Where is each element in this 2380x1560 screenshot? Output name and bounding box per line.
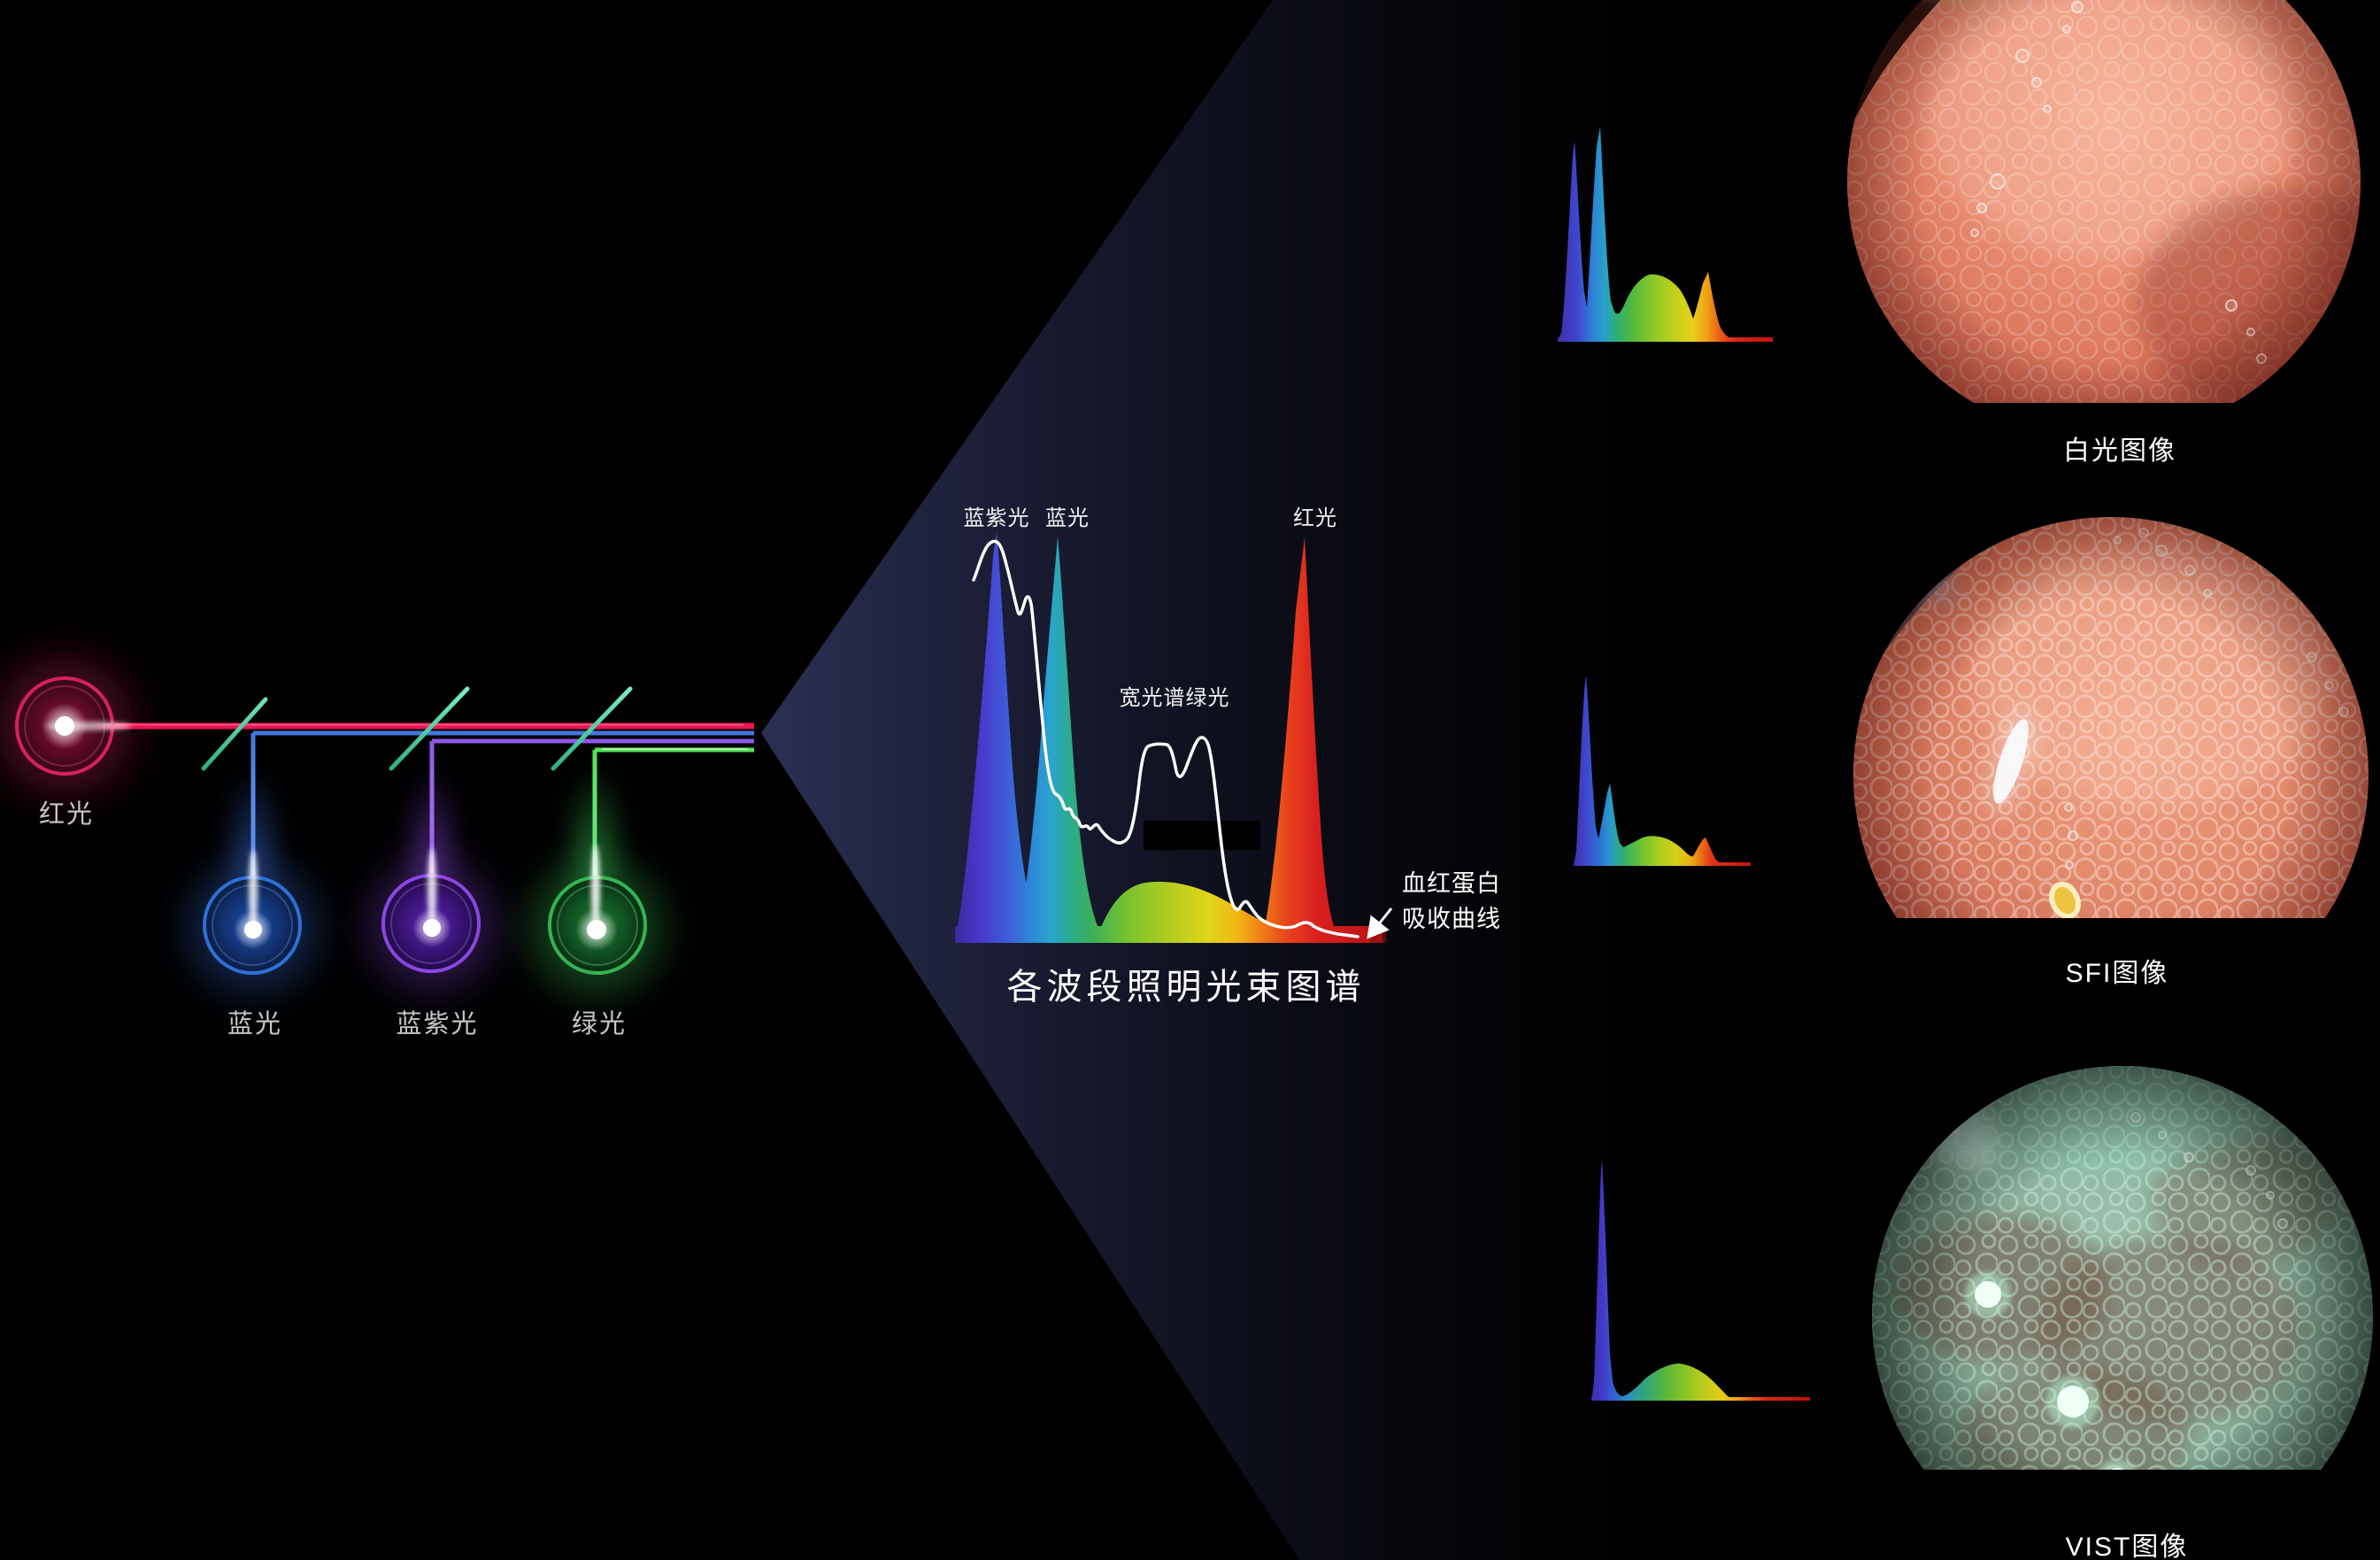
main-red-peak [1260, 537, 1343, 942]
white-light-image [1845, 0, 2362, 403]
beam-splitter-3 [551, 686, 633, 771]
violet-light-source [345, 764, 519, 1013]
hemoglobin-label: 血红蛋白 吸收曲线 [1402, 866, 1501, 937]
main-blue-peak [1014, 537, 1109, 942]
main-spectrum-chart [955, 532, 1393, 943]
red-light-source [0, 633, 158, 819]
beam-splitter-1 [201, 697, 268, 771]
sfi-image-label: SFI图像 [2065, 959, 2169, 988]
chart-red-label: 红光 [1293, 506, 1337, 530]
green-source-label: 绿光 [571, 1010, 628, 1039]
projection-cone [761, 0, 1682, 1560]
hemoglobin-label-line2: 吸收曲线 [1402, 906, 1501, 932]
green-light-source [508, 761, 685, 1016]
beam-splitter-2 [389, 686, 470, 771]
chart-blue-label: 蓝光 [1045, 506, 1090, 530]
hemoglobin-absorption-curve [972, 539, 1359, 938]
main-baseline-bar [955, 926, 1383, 943]
beam-splitters [201, 686, 633, 771]
white-light-spectrum [1558, 127, 1773, 342]
hemoglobin-label-line1: 血红蛋白 [1402, 870, 1501, 897]
white-light-image-label: 白光图像 [2063, 436, 2176, 466]
red-source-label: 红光 [38, 800, 95, 829]
vist-spectrum [1591, 1160, 1810, 1401]
chart-violet-label: 蓝紫光 [963, 506, 1030, 530]
chart-green-broad-label: 宽光谱绿光 [1119, 686, 1230, 710]
main-violet-peak [955, 532, 1039, 942]
vist-image-label: VIST图像 [2065, 1533, 2189, 1560]
chart-title: 各波段照明光束图谱 [1006, 968, 1366, 1007]
sfi-image [1852, 515, 2370, 918]
blue-light-source [166, 766, 340, 1015]
redaction-box [1144, 821, 1260, 850]
hemoglobin-arrow [1367, 907, 1393, 939]
blue-source-label: 蓝光 [227, 1010, 283, 1039]
sfi-spectrum [1574, 676, 1751, 866]
vist-image [1870, 1064, 2375, 1470]
violet-source-label: 蓝紫光 [396, 1010, 479, 1039]
